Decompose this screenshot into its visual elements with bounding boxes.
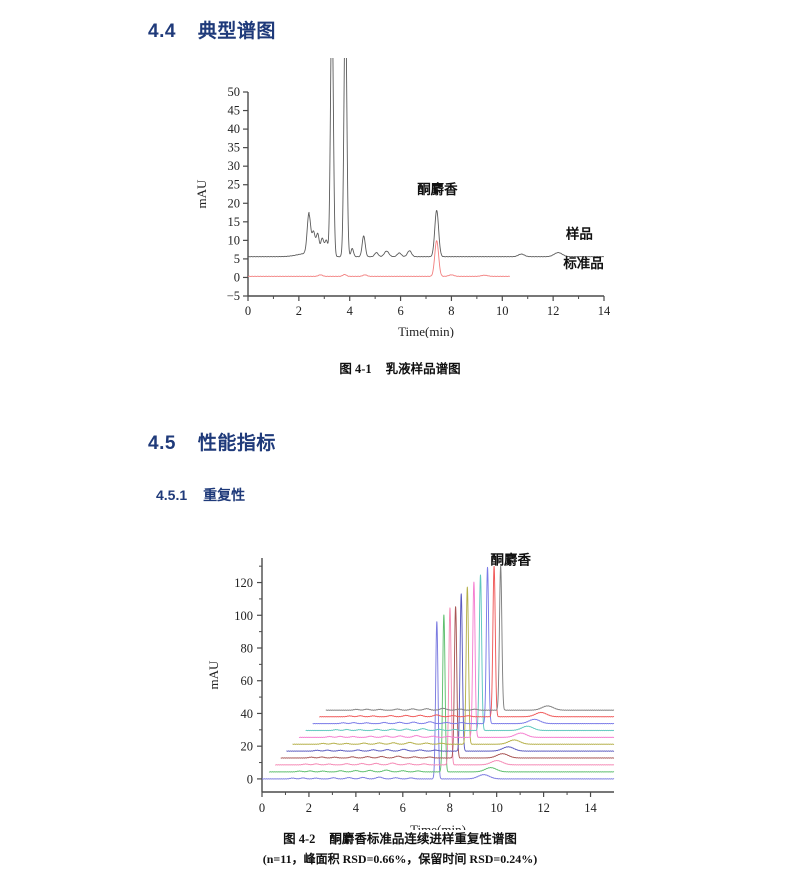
y-tick-label: 5 (234, 252, 240, 266)
figure-4-1-text: 乳液样品谱图 (385, 362, 461, 376)
chromatogram-trace (280, 606, 615, 759)
section-title: 性能指标 (197, 433, 276, 454)
y-axis-label: mAU (206, 660, 221, 690)
chromatogram-trace (318, 565, 615, 718)
y-tick-label: 30 (228, 159, 241, 173)
y-tick-label: 60 (241, 674, 254, 688)
y-axis-label: mAU (194, 179, 209, 209)
x-tick-label: 12 (547, 304, 560, 318)
chromatogram-trace (268, 614, 615, 773)
chart-4-2: 0 20 40 60 80 100 120 0 2 4 6 8 10 12 14 Time(min) mAU 酮麝… (200, 540, 620, 830)
y-tick-label: 20 (228, 196, 241, 210)
x-axis-label: Time(min) (410, 822, 466, 830)
y-tick-label: 0 (234, 270, 240, 284)
y-tick-label: −5 (227, 289, 240, 303)
y-tick-label: 40 (241, 707, 254, 721)
x-tick-label: 14 (584, 801, 597, 815)
section-number: 4.5.1 (156, 487, 188, 503)
section-heading-4-5-1: 4.5.1 重复性 (156, 485, 245, 505)
y-tick-label: 80 (241, 642, 254, 656)
x-tick-label: 2 (296, 304, 302, 318)
x-tick-label: 2 (306, 801, 312, 815)
x-tick-label: 4 (353, 801, 360, 815)
figure-4-2-number: 图 4-2 (283, 832, 316, 846)
y-tick-label: 40 (228, 122, 241, 136)
chromatogram-trace (248, 240, 511, 277)
section-heading-4-5: 4.5 性能指标 (148, 428, 276, 455)
chart-4-1-svg: −5 0 5 10 15 20 25 30 35 40 45 50 0 2 4 6 8 10 12 14 Time(mi… (194, 58, 610, 338)
y-tick-label: 120 (234, 576, 253, 590)
figure-4-1-caption: 图 4-1 乳液样品谱图 (0, 358, 800, 377)
x-tick-label: 10 (496, 304, 509, 318)
section-number: 4.4 (148, 21, 176, 42)
y-tick-label: 20 (241, 740, 254, 754)
standard-trace-label: 标准品 (562, 255, 604, 271)
chromatogram-trace (292, 586, 615, 745)
chromatogram-trace (305, 574, 615, 732)
section-title: 重复性 (203, 487, 246, 503)
x-tick-label: 8 (447, 801, 453, 815)
chromatogram-trace (262, 621, 615, 780)
figure-4-2-caption: 图 4-2 酮麝香标准品连续进样重复性谱图 (0, 828, 800, 847)
chart-4-2-svg: 0 20 40 60 80 100 120 0 2 4 6 8 10 12 14 Time(min) mAU 酮麝… (206, 552, 615, 830)
sample-trace-label: 样品 (566, 226, 593, 242)
y-tick-label: 15 (228, 215, 241, 229)
x-tick-label: 6 (400, 801, 406, 815)
x-tick-label: 0 (259, 801, 265, 815)
y-tick-label: 0 (247, 772, 253, 786)
x-tick-label: 8 (448, 304, 454, 318)
x-axis-label: Time(min) (398, 324, 454, 338)
musk-ketone-peak-label: 酮麝香 (417, 181, 458, 197)
y-tick-label: 100 (234, 609, 253, 623)
y-tick-label: 35 (228, 141, 241, 155)
section-title: 典型谱图 (197, 21, 276, 42)
section-heading-4-4: 4.4 典型谱图 (148, 16, 276, 43)
x-tick-label: 0 (245, 304, 251, 318)
x-tick-label: 6 (397, 304, 403, 318)
y-tick-label: 45 (228, 104, 241, 118)
x-tick-label: 10 (490, 801, 503, 815)
figure-4-2-caption-sub: (n=11，峰面积 RSD=0.66%，保留时间 RSD=0.24%) (262, 852, 538, 866)
y-tick-label: 10 (228, 233, 241, 247)
y-tick-label: 25 (228, 178, 241, 192)
x-tick-label: 14 (598, 304, 610, 318)
chromatogram-trace (286, 593, 615, 752)
x-tick-label: 12 (537, 801, 550, 815)
figure-4-2-text: 酮麝香标准品连续进样重复性谱图 (329, 832, 517, 846)
chart-4-1: −5 0 5 10 15 20 25 30 35 40 45 50 0 2 4 6 8 10 12 14 Time(mi… (190, 58, 610, 338)
y-tick-label: 50 (228, 85, 241, 99)
figure-4-1-number: 图 4-1 (339, 362, 372, 376)
section-number: 4.5 (148, 433, 176, 454)
chromatogram-trace (274, 607, 615, 766)
chromatogram-trace (325, 565, 615, 711)
x-tick-label: 4 (347, 304, 354, 318)
chromatogram-trace (312, 566, 615, 725)
chromatogram-trace (298, 581, 615, 738)
chromatogram-trace (248, 58, 605, 258)
musk-ketone-peak-label: 酮麝香 (490, 552, 531, 568)
